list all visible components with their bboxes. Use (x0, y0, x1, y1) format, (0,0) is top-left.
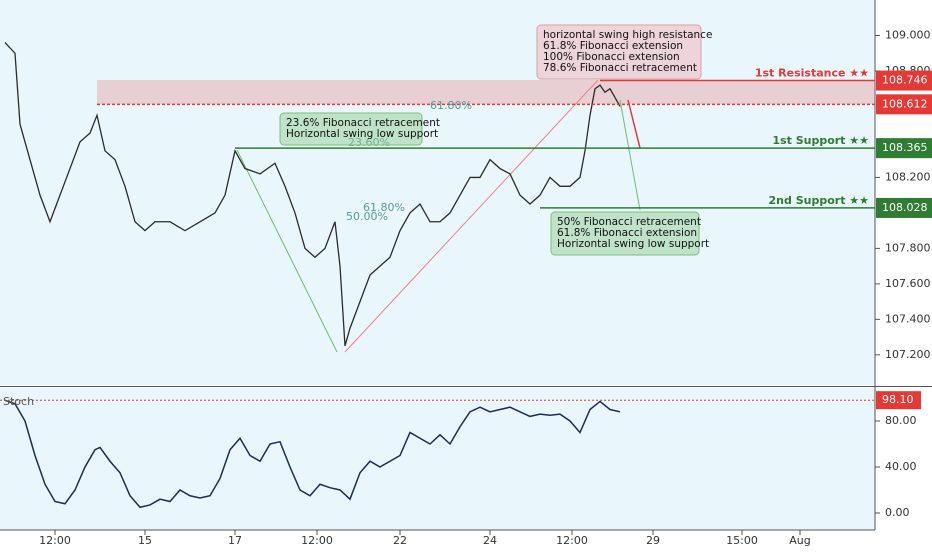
price-panel (0, 0, 875, 385)
x-tick-label: 29 (646, 534, 660, 547)
annotation-text: horizontal swing high resistance (543, 29, 712, 41)
y-tick-label: 40.00 (885, 460, 917, 473)
level-name: 1st Resistance ★★ (755, 67, 869, 80)
level-tag (876, 138, 932, 159)
annotation-box (279, 112, 423, 146)
annotation-box (536, 24, 702, 80)
annotation-text: 61.8% Fibonacci extension (543, 40, 683, 52)
annotation-text: Horizontal swing low support (286, 128, 438, 140)
level-tag-text: 108.028 (882, 201, 928, 214)
stoch-panel (0, 388, 875, 530)
x-tick-label: 12:00 (301, 534, 333, 547)
panel-label: Stoch (3, 395, 34, 408)
y-tick-label: 109.000 (885, 28, 931, 41)
level-tag (876, 197, 932, 218)
level-tag-text: 108.746 (882, 74, 928, 87)
level-tag (876, 70, 932, 91)
y-tick-label: 107.800 (885, 241, 931, 254)
x-tick-label: Aug (789, 534, 810, 547)
level-tag-text: 108.612 (882, 97, 928, 110)
fib-leg (619, 99, 641, 211)
x-tick-label: 24 (483, 534, 497, 547)
annotation-text: 23.6% Fibonacci retracement (286, 117, 440, 129)
y-tick-label: 0.00 (885, 506, 910, 519)
series-line (4, 399, 621, 509)
annotation-text: 78.6% Fibonacci retracement (543, 62, 697, 74)
x-tick-label: 15:00 (726, 534, 758, 547)
level-name: 1st Support ★★ (772, 134, 869, 147)
annotation-text: Horizontal swing low support (557, 238, 709, 250)
x-tick-label: 15 (138, 534, 152, 547)
fib-label: 61.80% (363, 201, 405, 214)
level-tag (876, 94, 932, 115)
x-tick-label: 12:00 (39, 534, 71, 547)
level-tag-text: 98.10 (882, 393, 914, 406)
fib-label: 61.80% (430, 99, 472, 112)
level-tag (876, 391, 921, 410)
annotation-text: 50% Fibonacci retracement (557, 216, 701, 228)
y-tick-label: 107.400 (885, 312, 931, 325)
annotation-box (550, 211, 700, 256)
y-tick-label: 107.600 (885, 277, 931, 290)
annotation-text: 61.8% Fibonacci extension (557, 227, 697, 239)
resistance-zone (97, 80, 875, 104)
arrow (627, 99, 641, 149)
fib-leg (344, 79, 599, 353)
fib-label: 23.60% (348, 136, 390, 149)
fib-label: 50.00% (346, 210, 388, 223)
y-tick-label: 107.200 (885, 348, 931, 361)
x-tick-label: 12:00 (556, 534, 588, 547)
level-name: 2nd Support ★★ (769, 194, 870, 207)
x-tick-label: 17 (228, 534, 242, 547)
y-tick-label: 108.200 (885, 170, 931, 183)
plot: 109.000108.800108.200107.800107.600107.4… (0, 24, 932, 547)
y-tick-label: 80.00 (885, 414, 917, 427)
annotation-text: 100% Fibonacci extension (543, 51, 680, 63)
series-line (4, 42, 621, 347)
fib-leg (236, 149, 338, 353)
fib-legs (236, 79, 641, 353)
level-tag-text: 108.365 (882, 141, 928, 154)
x-tick-label: 22 (393, 534, 407, 547)
